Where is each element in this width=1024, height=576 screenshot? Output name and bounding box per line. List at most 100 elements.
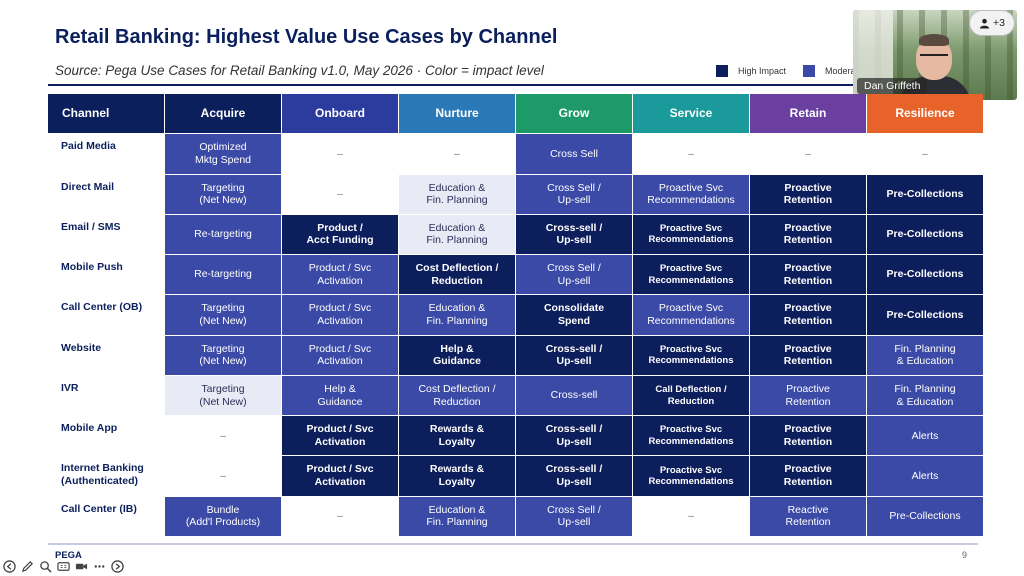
use-case-cell: Call Deflection / Reduction <box>633 375 749 416</box>
use-case-cell: – <box>282 496 398 536</box>
use-case-cell: Cross-sell / Up-sell <box>516 416 632 456</box>
use-case-cell: Proactive Svc Recommendations <box>633 214 749 255</box>
row-label: Paid Media <box>48 134 164 174</box>
use-case-cell: Pre-Collections <box>867 214 983 255</box>
use-case-cell: Product / Svc Activation <box>282 295 398 335</box>
use-case-cell: Education & Fin. Planning <box>399 174 515 214</box>
column-header-service: Service <box>633 94 749 134</box>
use-case-cell: Fin. Planning & Education <box>867 335 983 375</box>
row-label: Call Center (OB) <box>48 295 164 335</box>
use-case-cell: Product / Svc Activation <box>282 416 398 456</box>
row-label: Website <box>48 335 164 375</box>
use-case-cell: Cross-sell / Up-sell <box>516 214 632 255</box>
column-header-retain: Retain <box>750 94 866 134</box>
use-case-cell: Consolidate Spend <box>516 295 632 335</box>
use-case-cell: – <box>282 174 398 214</box>
use-case-cell: Fin. Planning & Education <box>867 375 983 416</box>
use-case-cell: – <box>633 496 749 536</box>
captions-icon[interactable] <box>56 559 70 573</box>
use-case-cell: – <box>750 134 866 174</box>
use-case-cell: – <box>399 134 515 174</box>
use-case-cell: Proactive Svc Recommendations <box>633 416 749 456</box>
use-case-cell: Rewards & Loyalty <box>399 416 515 456</box>
use-case-cell: Product / Svc Activation <box>282 255 398 295</box>
use-case-cell: Targeting (Net New) <box>165 174 281 214</box>
use-case-cell: Help & Guidance <box>282 375 398 416</box>
use-case-cell: Proactive Svc Recommendations <box>633 456 749 496</box>
column-header-resilience: Resilience <box>867 94 983 134</box>
use-case-cell: Proactive Svc Recommendations <box>633 174 749 214</box>
presentation-toolbar <box>2 559 124 573</box>
use-case-cell: Alerts <box>867 456 983 496</box>
column-header-onboard: Onboard <box>282 94 398 134</box>
use-case-cell: Proactive Retention <box>750 255 866 295</box>
participants-count: +3 <box>993 17 1005 29</box>
use-case-cell: Proactive Retention <box>750 375 866 416</box>
legend-moderate: Moderate <box>803 65 863 77</box>
use-case-cell: Education & Fin. Planning <box>399 295 515 335</box>
use-case-table: Channel Acquire Onboard Nurture Grow Service R… <box>48 94 983 536</box>
row-label: Mobile App <box>48 416 164 456</box>
forward-icon[interactable] <box>110 559 124 573</box>
use-case-cell: Pre-Collections <box>867 295 983 335</box>
legend-high-swatch <box>716 65 728 77</box>
use-case-cell: Proactive Retention <box>750 456 866 496</box>
use-case-cell: Proactive Retention <box>750 174 866 214</box>
row-label: IVR <box>48 375 164 416</box>
use-case-cell: Targeting (Net New) <box>165 295 281 335</box>
use-case-cell: – <box>633 134 749 174</box>
camera-icon[interactable] <box>74 559 88 573</box>
use-case-cell: Education & Fin. Planning <box>399 214 515 255</box>
use-case-cell: Proactive Retention <box>750 335 866 375</box>
participants-button[interactable]: +3 <box>969 10 1015 36</box>
footer-divider <box>48 543 978 545</box>
use-case-cell: Re-targeting <box>165 214 281 255</box>
participant-glasses <box>920 54 948 61</box>
use-case-cell: – <box>867 134 983 174</box>
use-case-cell: Re-targeting <box>165 255 281 295</box>
participant-hair <box>919 34 949 46</box>
use-case-cell: Cross-sell / Up-sell <box>516 335 632 375</box>
use-case-cell: Targeting (Net New) <box>165 335 281 375</box>
use-case-cell: Cross Sell / Up-sell <box>516 496 632 536</box>
legend-moderate-swatch <box>803 65 815 77</box>
use-case-cell: – <box>165 456 281 496</box>
legend-high-impact: High Impact <box>716 65 786 77</box>
search-icon[interactable] <box>38 559 52 573</box>
use-case-cell: Product / Svc Activation <box>282 456 398 496</box>
title-divider <box>48 84 978 86</box>
pen-icon[interactable] <box>20 559 34 573</box>
row-label: Email / SMS <box>48 214 164 255</box>
legend-high-label: High Impact <box>738 66 787 76</box>
row-label: Call Center (IB) <box>48 496 164 536</box>
use-case-cell: Cost Deflection / Reduction <box>399 255 515 295</box>
use-case-cell: Pre-Collections <box>867 255 983 295</box>
use-case-cell: Proactive Svc Recommendations <box>633 255 749 295</box>
use-case-cell: Proactive Retention <box>750 295 866 335</box>
use-case-cell: Rewards & Loyalty <box>399 456 515 496</box>
footer-logo: PEGA <box>55 550 82 561</box>
use-case-cell: Pre-Collections <box>867 496 983 536</box>
use-case-cell: Pre-Collections <box>867 174 983 214</box>
use-case-cell: Cross Sell / Up-sell <box>516 174 632 214</box>
use-case-cell: – <box>282 134 398 174</box>
use-case-cell: Reactive Retention <box>750 496 866 536</box>
use-case-cell: – <box>165 416 281 456</box>
use-case-cell: Help & Guidance <box>399 335 515 375</box>
column-header-acquire: Acquire <box>165 94 281 134</box>
row-label: Mobile Push <box>48 255 164 295</box>
participant-name: Dan Griffeth <box>857 78 928 94</box>
row-label: Direct Mail <box>48 174 164 214</box>
use-case-cell: Bundle (Add'l Products) <box>165 496 281 536</box>
use-case-cell: Cross-sell <box>516 375 632 416</box>
legend-moderate-label: Moderate <box>825 66 864 76</box>
column-header-nurture: Nurture <box>399 94 515 134</box>
use-case-cell: Cost Deflection / Reduction <box>399 375 515 416</box>
use-case-cell: Targeting (Net New) <box>165 375 281 416</box>
column-header-grow: Grow <box>516 94 632 134</box>
back-icon[interactable] <box>2 559 16 573</box>
more-icon[interactable] <box>92 559 106 573</box>
use-case-cell: Alerts <box>867 416 983 456</box>
page-number: 9 <box>962 550 968 560</box>
use-case-cell: Product / Acct Funding <box>282 214 398 255</box>
